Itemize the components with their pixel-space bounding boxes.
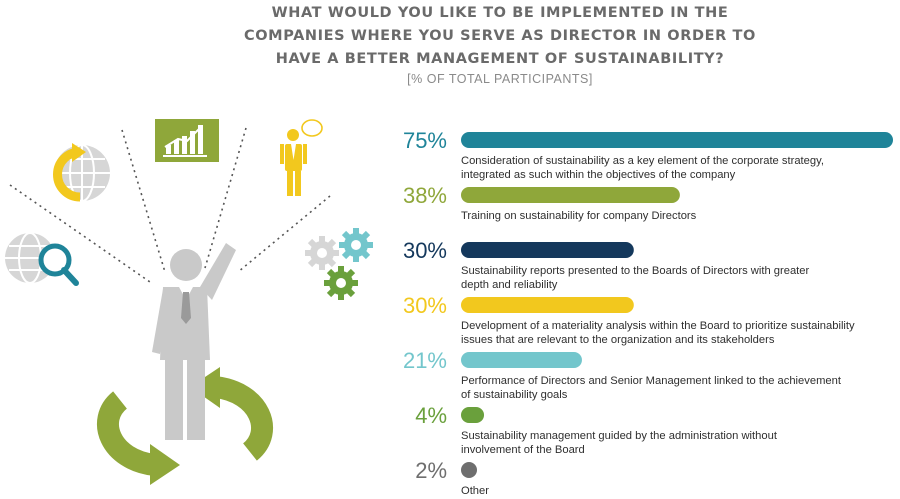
- bar-category-label: Sustainability management guided by the …: [461, 430, 778, 442]
- illustration: [5, 119, 373, 485]
- bar-value-label: 75%: [403, 128, 447, 153]
- bar: [461, 242, 634, 258]
- chart-title-line: COMPANIES WHERE YOU SERVE AS DIRECTOR IN…: [244, 28, 756, 44]
- growth-chart-board-icon: [155, 119, 219, 162]
- bar-value-label: 30%: [403, 238, 447, 263]
- bar: [461, 352, 582, 368]
- bar: [461, 407, 485, 423]
- bar: [461, 187, 680, 203]
- circular-arrows-icon: [97, 367, 273, 485]
- bar-category-label: depth and reliability: [461, 279, 558, 291]
- chart-title: WHAT WOULD YOU LIKE TO BE IMPLEMENTED IN…: [200, 2, 800, 71]
- chart-title-line: WHAT WOULD YOU LIKE TO BE IMPLEMENTED IN…: [271, 5, 729, 21]
- bar-category-label: Performance of Directors and Senior Mana…: [461, 375, 842, 387]
- bar-category-label: Consideration of sustainability as a key…: [461, 155, 824, 167]
- businessman-raising-arm-icon: [152, 243, 236, 440]
- bar-category-label: involvement of the Board: [461, 444, 585, 456]
- bar-category-label: issues that are relevant to the organiza…: [461, 334, 775, 346]
- globe-refresh-icon: [53, 143, 110, 202]
- bar-category-label: integrated as such within the objectives…: [461, 169, 736, 181]
- bar-category-label: Sustainability reports presented to the …: [461, 265, 810, 277]
- bar-value-label: 2%: [415, 458, 447, 483]
- bar-category-label: Other: [461, 485, 489, 497]
- bar-category-label: Development of a materiality analysis wi…: [461, 320, 855, 332]
- bar-value-label: 21%: [403, 348, 447, 373]
- gears-icon: [305, 228, 373, 300]
- person-with-speech-bubble-icon: [280, 119, 323, 196]
- bar-category-label: of sustainability goals: [461, 389, 568, 401]
- chart-title-line: HAVE A BETTER MANAGEMENT OF SUSTAINABILI…: [275, 51, 725, 67]
- bar: [461, 132, 893, 148]
- bar: [461, 462, 477, 478]
- chart-subtitle: [% OF TOTAL PARTICIPANTS]: [407, 72, 593, 86]
- bar-value-label: 38%: [403, 183, 447, 208]
- bar-value-label: 30%: [403, 293, 447, 318]
- bar-value-label: 4%: [415, 403, 447, 428]
- bar-category-label: Training on sustainability for company D…: [461, 210, 697, 222]
- globe-magnifier-icon: [5, 232, 79, 286]
- bar: [461, 297, 634, 313]
